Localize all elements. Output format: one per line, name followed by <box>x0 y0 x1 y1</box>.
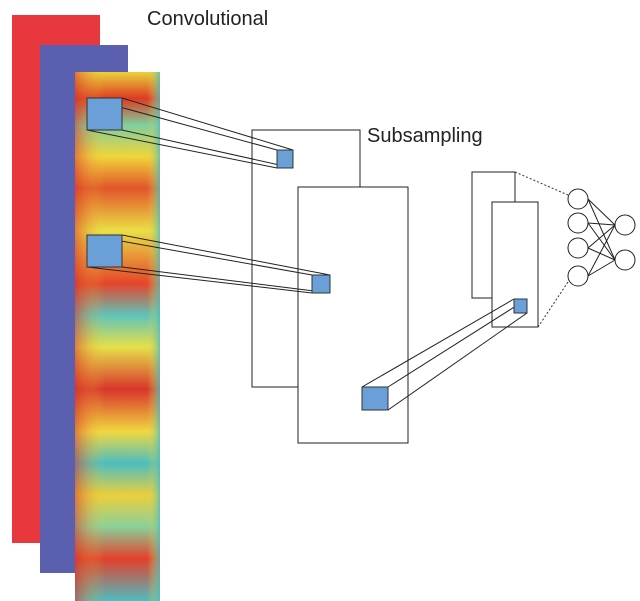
field <box>86 97 123 131</box>
dotted-link <box>514 171 569 196</box>
field <box>311 274 331 294</box>
dotted-link <box>537 281 569 328</box>
connector <box>121 129 294 169</box>
network-edges <box>587 198 616 277</box>
label-subsampling: Subsampling <box>367 125 483 147</box>
node <box>567 212 589 234</box>
field <box>86 234 123 268</box>
field <box>513 298 528 314</box>
subsampling-maps <box>251 129 539 444</box>
connector <box>387 298 528 388</box>
connector <box>121 234 331 276</box>
spectrogram-shade <box>75 72 160 601</box>
field <box>276 149 294 169</box>
connector <box>121 97 294 151</box>
connections <box>86 97 528 411</box>
node <box>567 237 589 259</box>
connector <box>86 234 313 276</box>
network-nodes <box>567 188 636 287</box>
map-2 <box>297 186 409 444</box>
node <box>567 188 589 210</box>
receptive-fields <box>86 97 528 411</box>
node <box>614 249 636 271</box>
connector <box>121 266 331 294</box>
node <box>567 265 589 287</box>
connector <box>387 312 528 411</box>
field <box>361 386 389 411</box>
connector <box>86 129 278 169</box>
dotted-links <box>514 171 569 328</box>
node <box>614 214 636 236</box>
label-convolutional: Convolutional <box>147 8 268 30</box>
connector <box>86 266 313 294</box>
connector <box>361 298 515 388</box>
